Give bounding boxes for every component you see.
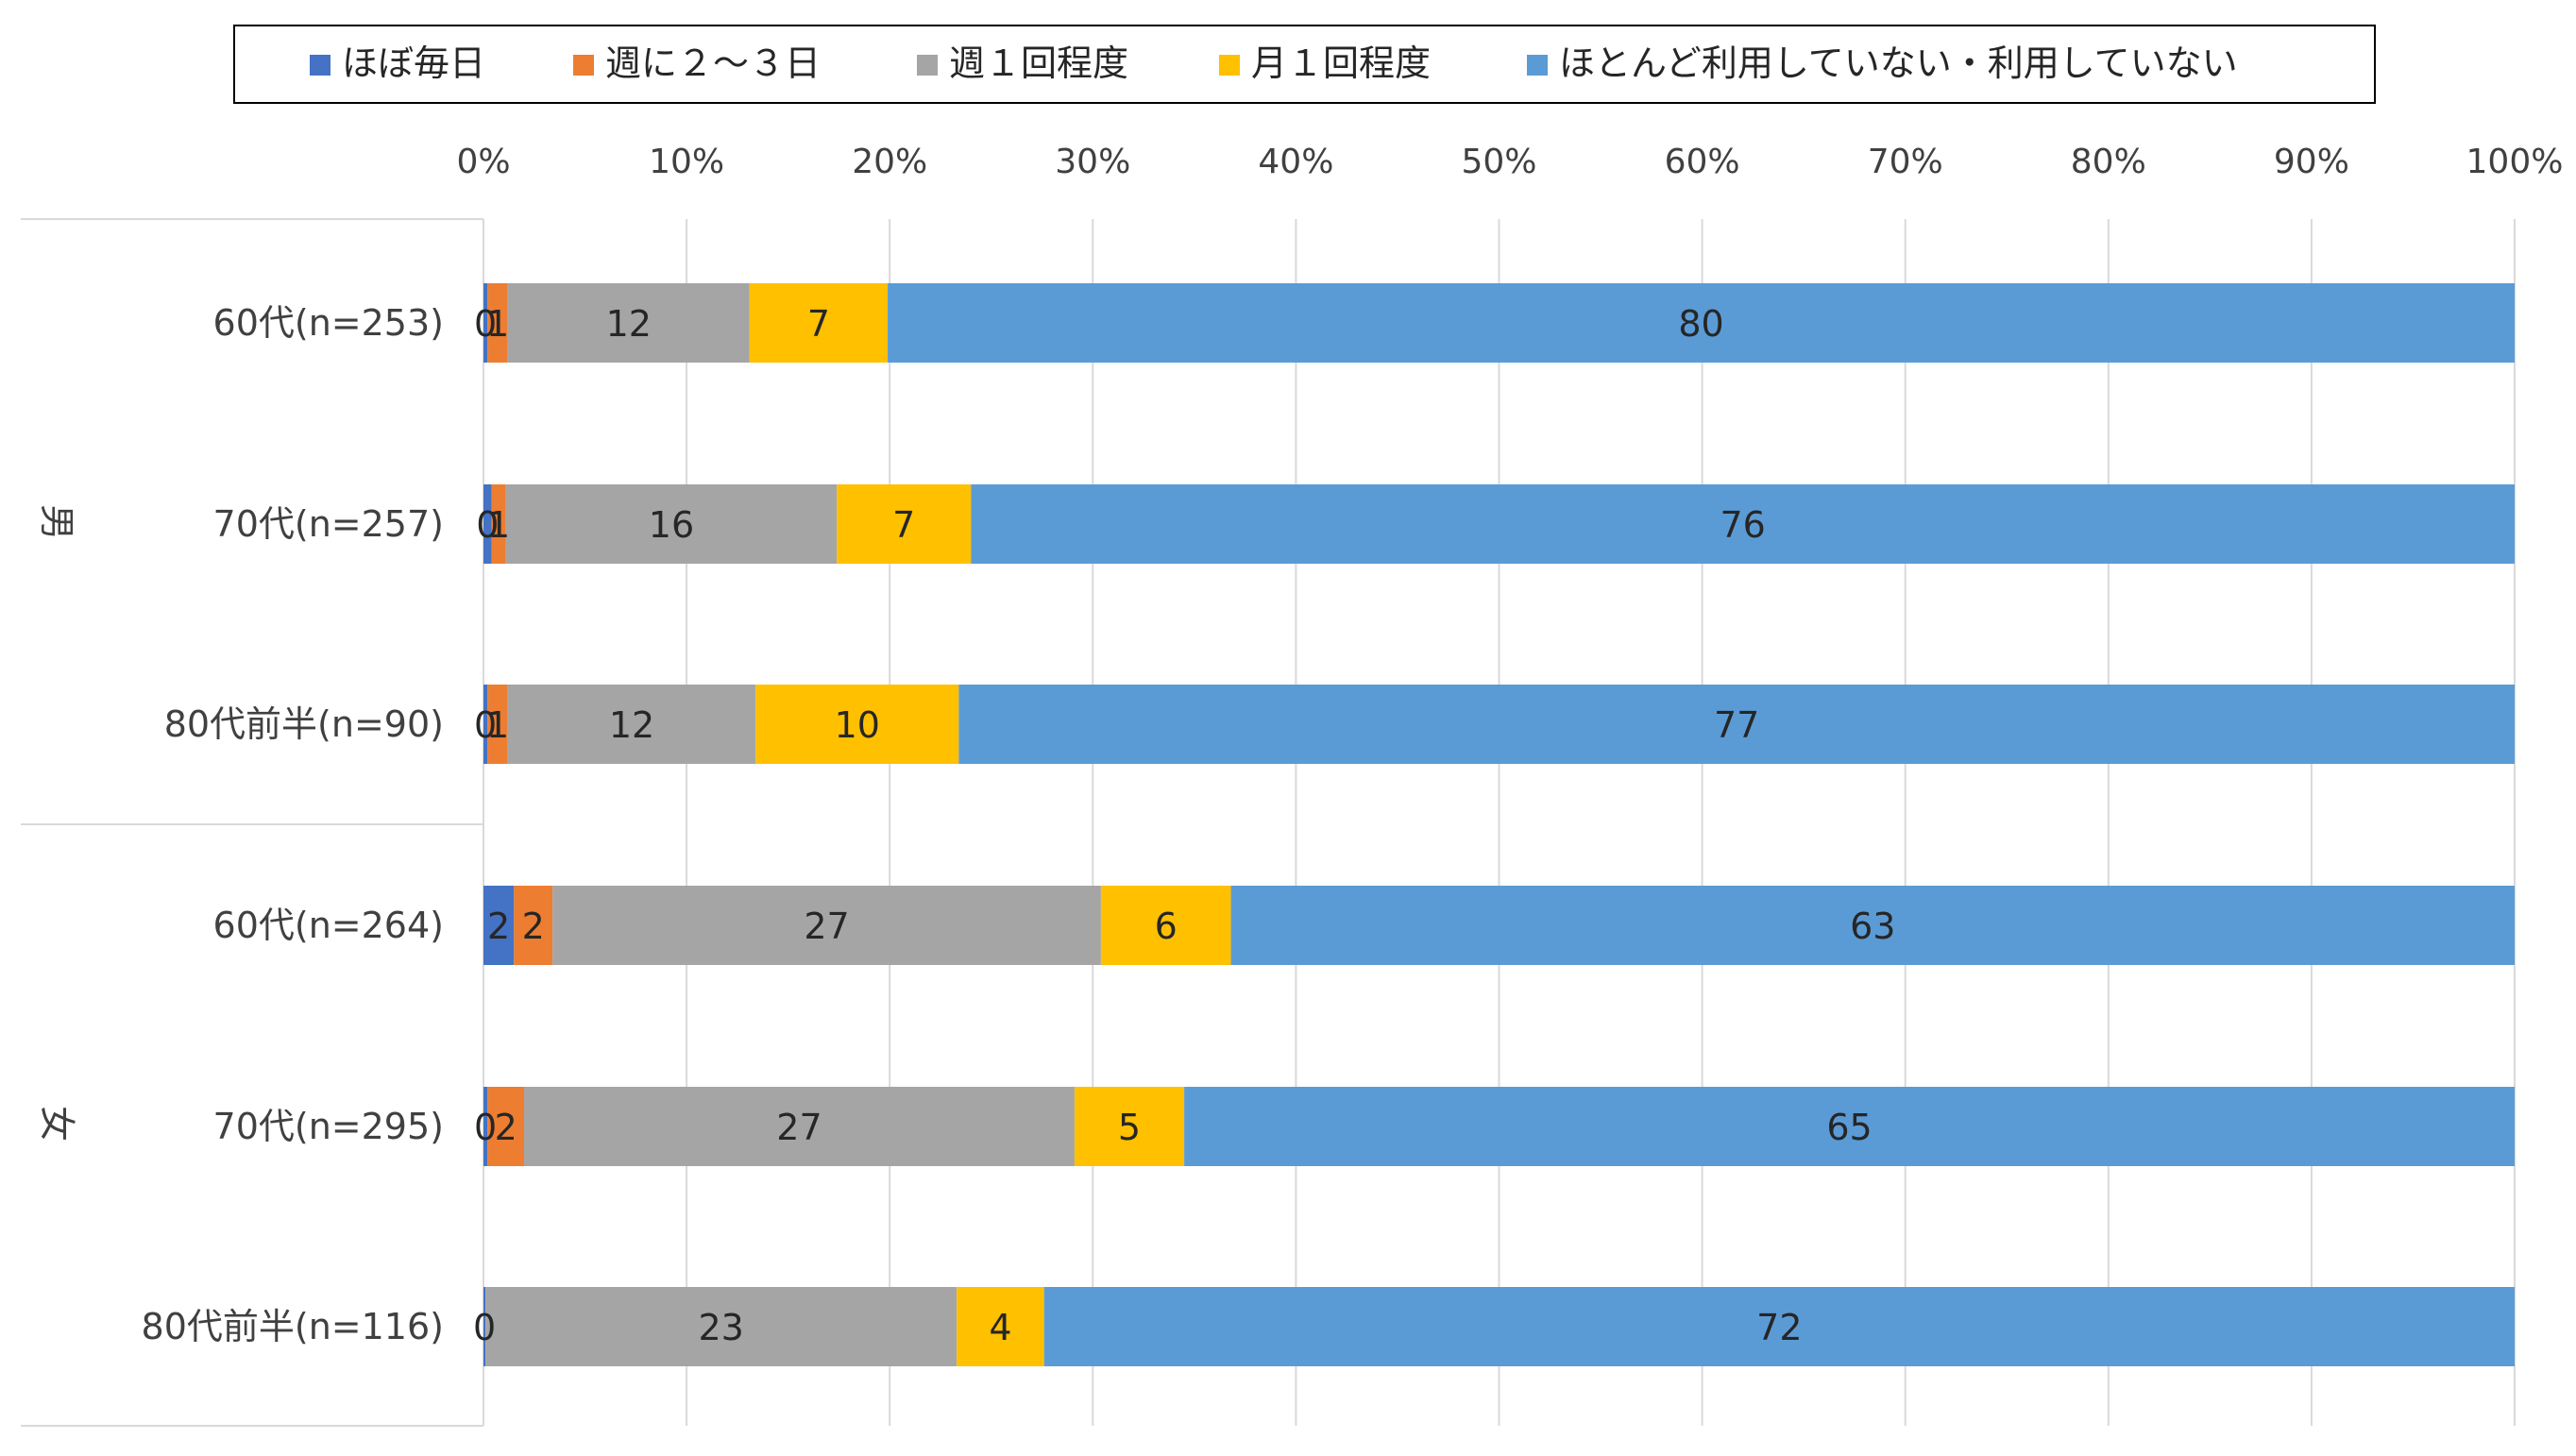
data-label: 76: [1720, 504, 1765, 546]
data-label: 12: [609, 704, 654, 746]
gridlines: [483, 219, 2516, 1426]
bar-segment: [487, 283, 508, 363]
bar-segment: [971, 484, 2515, 564]
data-label: 0: [474, 704, 497, 746]
x-tick-label: 40%: [1258, 143, 1333, 181]
data-label: 2: [522, 906, 545, 947]
legend-swatch: [917, 55, 938, 76]
x-tick-label: 50%: [1461, 143, 1536, 181]
data-label: 0: [473, 1307, 496, 1348]
data-label: 0: [474, 303, 497, 345]
data-label: 1: [486, 303, 509, 345]
legend-label: 月１回程度: [1251, 42, 1431, 84]
bar-segment: [837, 484, 972, 564]
data-label: 63: [1850, 906, 1895, 947]
bar-segment: [888, 283, 2515, 363]
bar-segment: [483, 1287, 486, 1366]
bar-segment: [1100, 886, 1231, 965]
category-label: 80代前半(n=90): [164, 703, 444, 745]
data-label: 80: [1678, 303, 1723, 345]
bar-segment: [958, 685, 2515, 764]
bar-segment: [483, 886, 515, 965]
data-label: 77: [1714, 704, 1759, 746]
data-label: 4: [989, 1307, 1011, 1348]
bar-segment: [1230, 886, 2515, 965]
data-label: 5: [1118, 1107, 1141, 1148]
bar-segment: [507, 283, 750, 363]
legend-swatch: [1527, 55, 1548, 76]
legend-swatch: [1219, 55, 1240, 76]
category-label: 60代(n=253): [213, 302, 444, 344]
bar-segment: [507, 685, 756, 764]
data-label: 0: [474, 1107, 497, 1148]
bars: [483, 283, 2515, 1366]
legend: ほぼ毎日 週に２～３日 週１回程度 月１回程度 ほとんど利用していない・利用していない: [233, 25, 2376, 104]
x-tick-label: 0%: [456, 143, 510, 181]
group-label: 女: [36, 1106, 77, 1142]
bar-segment: [514, 886, 553, 965]
x-tick-label: 80%: [2071, 143, 2146, 181]
data-label: 12: [606, 303, 652, 345]
bar-segment: [483, 484, 492, 564]
legend-label: 週１回程度: [949, 42, 1128, 84]
data-label: 27: [804, 906, 849, 947]
x-axis-ticks: 0% 10% 20% 30% 40% 50% 60% 70% 80% 90% 100%: [456, 143, 2563, 181]
bar-segment: [755, 685, 959, 764]
bar-segment: [749, 283, 889, 363]
bar-segment: [491, 484, 506, 564]
legend-label: ほとんど利用していない・利用していない: [1559, 42, 2238, 84]
data-label: 65: [1826, 1107, 1872, 1148]
category-label: 80代前半(n=116): [142, 1306, 444, 1347]
group-label: 男: [36, 504, 77, 540]
category-label: 70代(n=257): [213, 503, 444, 545]
bar-segment: [957, 1287, 1044, 1366]
legend-label: 週に２～３日: [605, 42, 821, 84]
bar-segment: [483, 685, 488, 764]
bar-segment: [487, 1087, 525, 1166]
x-tick-label: 100%: [2466, 143, 2564, 181]
bar-segment: [1184, 1087, 2515, 1166]
category-label: 60代(n=264): [213, 905, 444, 946]
legend-label: ほぼ毎日: [342, 42, 485, 84]
data-label: 2: [487, 906, 510, 947]
data-label: 6: [1155, 906, 1178, 947]
data-label: 16: [649, 504, 694, 546]
data-label: 1: [486, 704, 509, 746]
x-tick-label: 20%: [852, 143, 927, 181]
bar-segment: [487, 685, 508, 764]
bar-segment: [483, 1087, 488, 1166]
data-label: 7: [892, 504, 915, 546]
data-label: 72: [1756, 1307, 1802, 1348]
x-tick-label: 60%: [1665, 143, 1740, 181]
bar-segment: [485, 1287, 958, 1366]
x-tick-label: 70%: [1868, 143, 1943, 181]
bar-segment: [1043, 1287, 2515, 1366]
data-label: 23: [698, 1307, 743, 1348]
category-labels: 60代(n=253) 70代(n=257) 80代前半(n=90) 60代(n=264…: [142, 302, 444, 1347]
data-label: 10: [835, 704, 880, 746]
data-label: 7: [807, 303, 830, 345]
data-label: 27: [776, 1107, 822, 1148]
bar-segment: [483, 283, 488, 363]
data-label: 0: [476, 504, 499, 546]
data-label: 1: [487, 504, 510, 546]
legend-swatch: [310, 55, 330, 76]
category-label: 70代(n=295): [213, 1106, 444, 1147]
x-tick-label: 10%: [649, 143, 724, 181]
bar-segment: [1074, 1087, 1185, 1166]
data-label: 2: [495, 1107, 517, 1148]
legend-swatch: [573, 55, 594, 76]
bar-segment: [505, 484, 838, 564]
bar-segment: [524, 1087, 1075, 1166]
axis-structure: [21, 218, 484, 1427]
bar-segment: [552, 886, 1101, 965]
group-labels: 男女: [36, 504, 77, 1142]
x-tick-label: 30%: [1055, 143, 1130, 181]
x-tick-label: 90%: [2274, 143, 2349, 181]
